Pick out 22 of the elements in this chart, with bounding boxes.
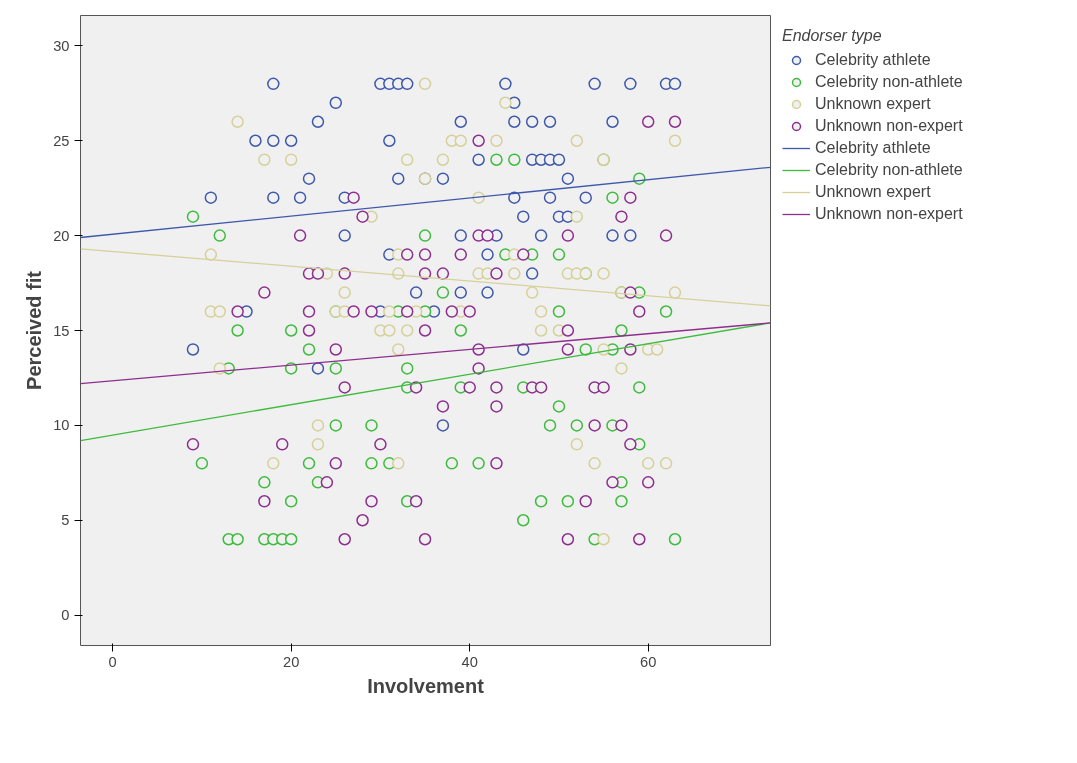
y-axis-title: Perceived fit [23,270,46,390]
legend-label: Unknown expert [815,183,931,201]
legend-label: Unknown non-expert [815,117,963,135]
x-axis-title: Involvement [367,674,485,697]
y-tick-label: 20 [53,227,70,244]
y-tick-label: 15 [53,322,70,339]
x-tick-label: 20 [283,653,300,670]
legend-title: Endorser type [782,27,883,45]
legend-label: Unknown non-expert [815,205,963,223]
y-tick-label: 5 [61,512,70,529]
y-tick-label: 10 [53,417,70,434]
x-tick-label: 60 [640,653,657,670]
y-tick-label: 25 [53,132,70,149]
y-tick-label: 30 [53,37,70,54]
legend-label: Celebrity non-athlete [815,73,963,91]
legend-label: Celebrity non-athlete [815,161,963,179]
x-tick-label: 0 [108,653,117,670]
x-tick-label: 40 [461,653,478,670]
y-tick-label: 0 [61,607,70,624]
legend-label: Unknown expert [815,95,931,113]
legend-label: Celebrity athlete [815,51,931,69]
legend-label: Celebrity athlete [815,139,931,157]
